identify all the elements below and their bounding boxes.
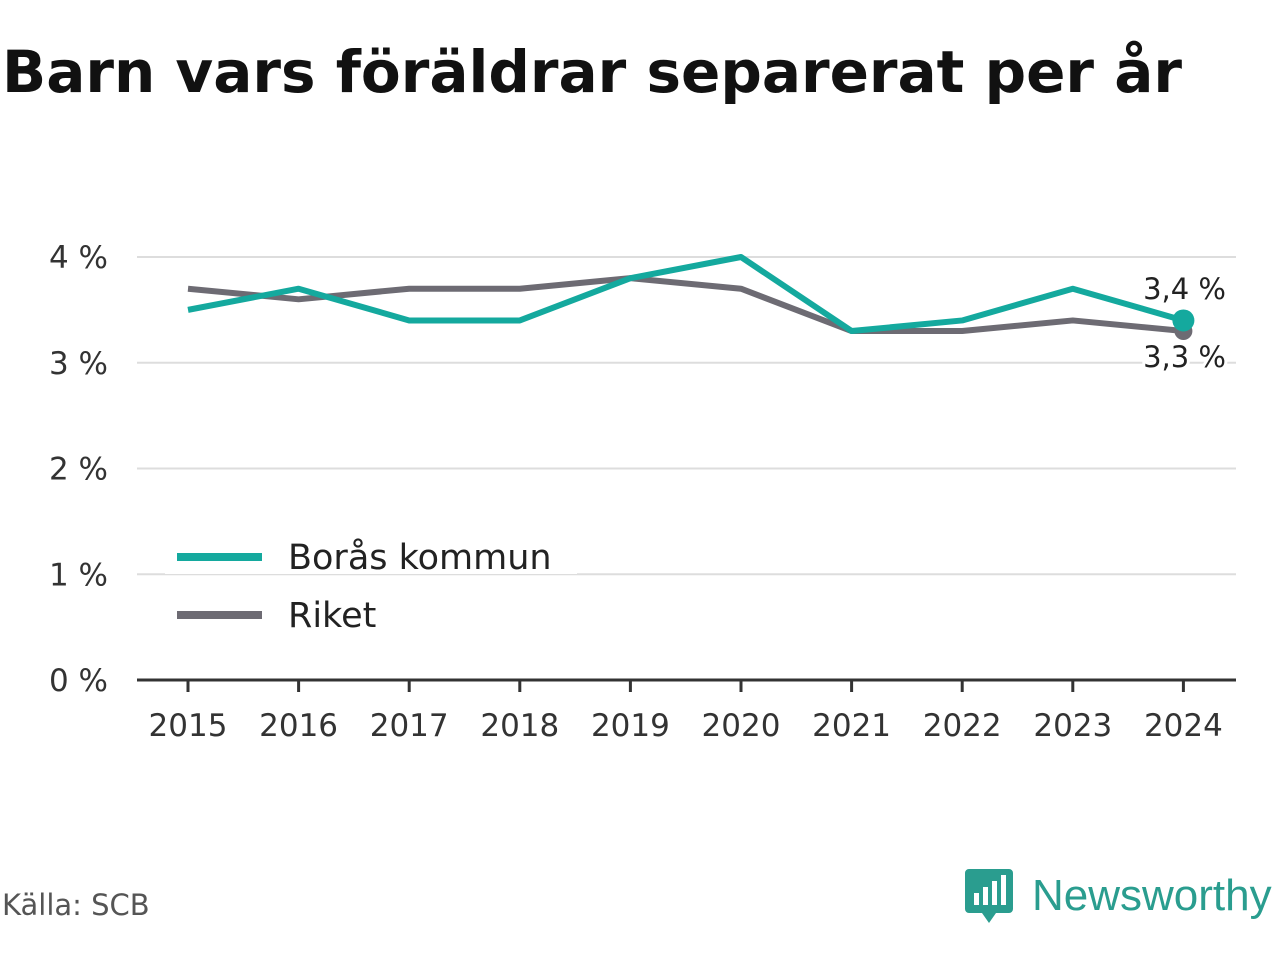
x-tick-label: 2018 bbox=[480, 708, 559, 744]
x-tick-label: 2016 bbox=[259, 708, 338, 744]
legend-label: Borås kommun bbox=[288, 537, 552, 578]
x-tick-label: 2023 bbox=[1033, 708, 1112, 744]
series-line-boras bbox=[187, 254, 1185, 335]
chart-title: Barn vars föräldrar separerat per år bbox=[2, 38, 1182, 106]
newsworthy-logo-icon bbox=[965, 869, 1013, 923]
gridlines bbox=[137, 256, 1236, 576]
y-tick-label: 2 % bbox=[49, 452, 108, 488]
end-label-riket: 3,3 % bbox=[1143, 340, 1226, 374]
series-line-riket bbox=[187, 275, 1184, 335]
x-tick-label: 2019 bbox=[591, 708, 670, 744]
end-value-labels: 3,4 % 3,3 % bbox=[1140, 269, 1229, 377]
end-marker-boras bbox=[1172, 309, 1195, 332]
y-tick-label: 1 % bbox=[49, 557, 108, 593]
x-tick-label: 2022 bbox=[923, 708, 1002, 744]
series-lines bbox=[187, 254, 1195, 341]
x-axis: 2015 2016 2017 2018 2019 2020 2021 2022 2023 2024 bbox=[137, 678, 1236, 744]
x-tick-label: 2020 bbox=[702, 708, 781, 744]
legend: Borås kommun Riket bbox=[165, 530, 577, 636]
brand-name: Newsworthy bbox=[1032, 871, 1272, 920]
legend-label: Riket bbox=[288, 596, 376, 636]
end-label-boras: 3,4 % bbox=[1143, 272, 1226, 306]
x-tick-label: 2024 bbox=[1144, 708, 1223, 744]
x-tick-label: 2017 bbox=[370, 708, 449, 744]
y-tick-label: 0 % bbox=[49, 663, 108, 699]
brand-logo: Newsworthy bbox=[964, 864, 1272, 928]
y-tick-label: 3 % bbox=[49, 346, 108, 382]
x-tick-label: 2015 bbox=[149, 708, 228, 744]
legend-background bbox=[165, 530, 577, 574]
source-label: Källa: SCB bbox=[2, 888, 150, 922]
y-tick-label: 4 % bbox=[49, 240, 108, 276]
x-tick-label: 2021 bbox=[812, 708, 891, 744]
y-axis-labels: 0 % 1 % 2 % 3 % 4 % bbox=[49, 240, 108, 699]
